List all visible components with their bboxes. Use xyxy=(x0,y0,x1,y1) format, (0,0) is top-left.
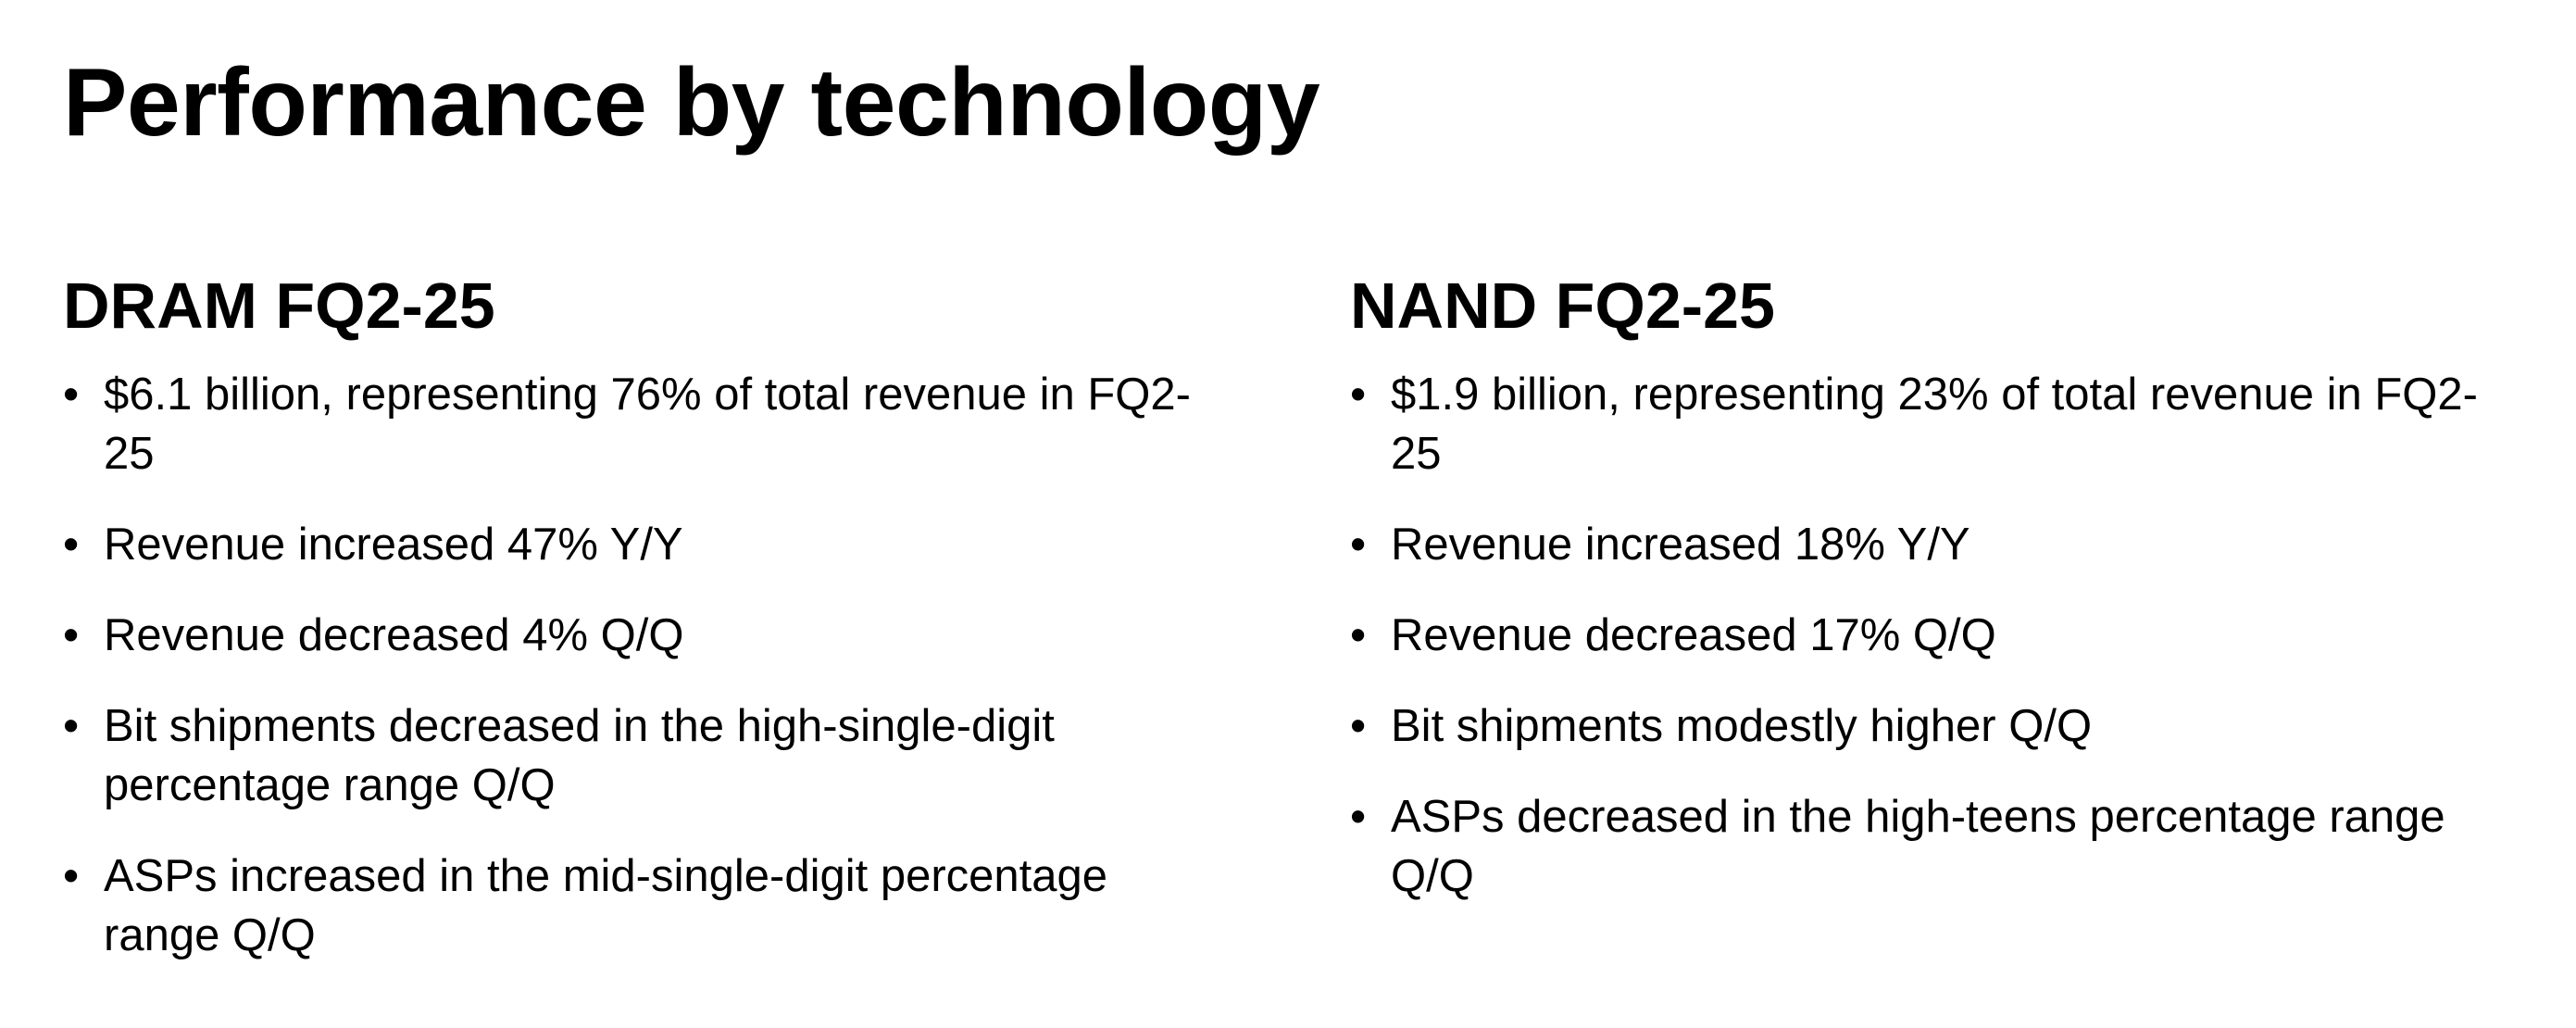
bullet-icon: • xyxy=(63,520,80,570)
list-item: • ASPs decreased in the high-teens percen… xyxy=(1350,787,2517,906)
dram-heading: DRAM FQ2-25 xyxy=(63,270,495,342)
page-title: Performance by technology xyxy=(63,49,1320,157)
nand-column: NAND FQ2-25 • $1.9 billion, representing … xyxy=(1350,267,2517,937)
bullet-icon: • xyxy=(63,701,80,751)
dram-bullet-list: • $6.1 billion, representing 76% of total… xyxy=(63,365,1211,965)
list-item: • Revenue decreased 4% Q/Q xyxy=(63,606,1211,665)
list-item: • $1.9 billion, representing 23% of total… xyxy=(1350,365,2517,483)
nand-heading: NAND FQ2-25 xyxy=(1350,270,1775,342)
list-item: • Revenue increased 18% Y/Y xyxy=(1350,515,2517,574)
bullet-icon: • xyxy=(1350,520,1367,570)
dram-column: DRAM FQ2-25 • $6.1 billion, representing … xyxy=(63,267,1211,997)
bullet-icon: • xyxy=(1350,701,1367,751)
list-item: • $6.1 billion, representing 76% of total… xyxy=(63,365,1211,483)
bullet-text: $1.9 billion, representing 23% of total … xyxy=(1391,370,2478,479)
nand-bullet-list: • $1.9 billion, representing 23% of total… xyxy=(1350,365,2517,906)
bullet-icon: • xyxy=(1350,370,1367,420)
bullet-text: Revenue decreased 17% Q/Q xyxy=(1391,610,1996,660)
bullet-icon: • xyxy=(63,851,80,901)
bullet-text: ASPs decreased in the high-teens percent… xyxy=(1391,792,2445,901)
bullet-text: Revenue increased 18% Y/Y xyxy=(1391,520,1970,570)
list-item: • Revenue decreased 17% Q/Q xyxy=(1350,606,2517,665)
list-item: • Revenue increased 47% Y/Y xyxy=(63,515,1211,574)
list-item: • Bit shipments modestly higher Q/Q xyxy=(1350,696,2517,756)
bullet-text: Revenue increased 47% Y/Y xyxy=(104,520,683,570)
bullet-icon: • xyxy=(63,370,80,420)
bullet-text: Bit shipments decreased in the high-sing… xyxy=(104,701,1055,810)
bullet-icon: • xyxy=(1350,610,1367,660)
list-item: • Bit shipments decreased in the high-sin… xyxy=(63,696,1211,815)
bullet-text: Bit shipments modestly higher Q/Q xyxy=(1391,701,2093,751)
bullet-text: $6.1 billion, representing 76% of total … xyxy=(104,370,1191,479)
bullet-icon: • xyxy=(1350,792,1367,842)
bullet-text: ASPs increased in the mid-single-digit p… xyxy=(104,851,1108,960)
bullet-text: Revenue decreased 4% Q/Q xyxy=(104,610,684,660)
list-item: • ASPs increased in the mid-single-digit … xyxy=(63,846,1211,965)
bullet-icon: • xyxy=(63,610,80,660)
